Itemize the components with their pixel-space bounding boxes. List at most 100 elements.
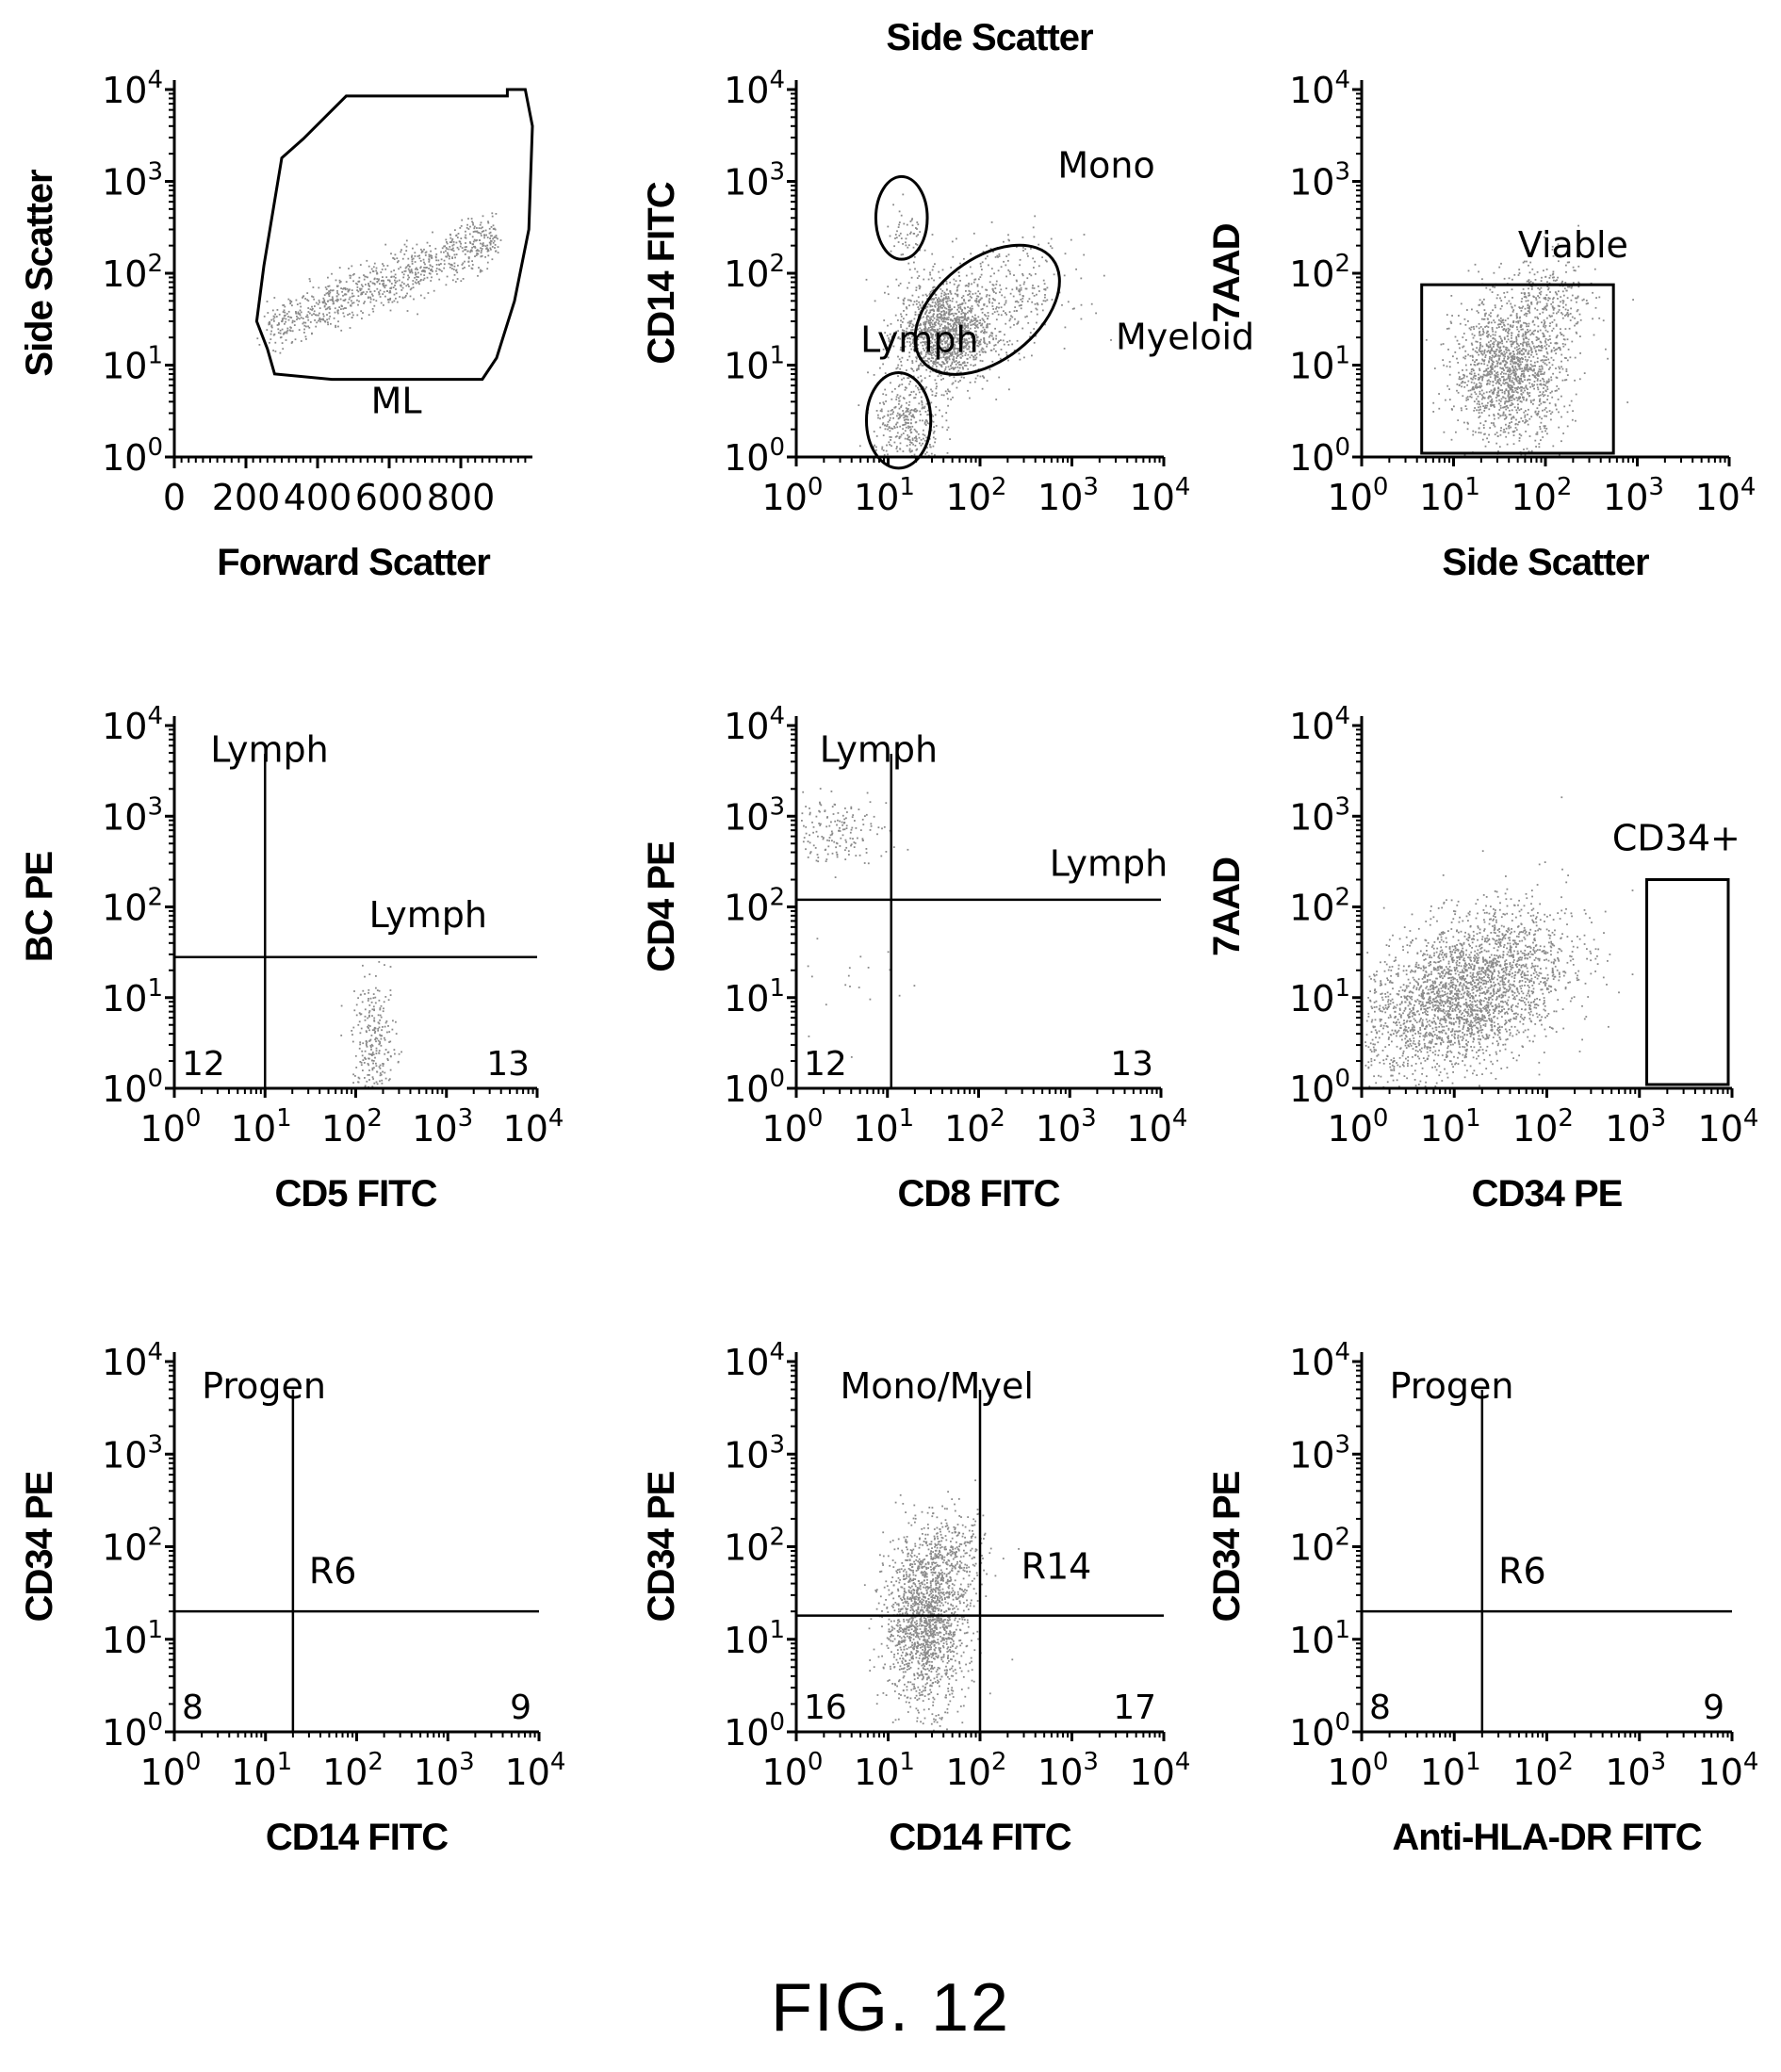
- event-dot: [950, 334, 953, 336]
- event-dot: [477, 253, 480, 255]
- event-dot: [271, 309, 274, 312]
- event-dot: [1004, 334, 1005, 336]
- event-dot: [946, 361, 948, 364]
- event-dot: [388, 279, 391, 282]
- event-dot: [937, 350, 940, 351]
- event-dot: [327, 276, 329, 279]
- event-dot: [336, 298, 338, 301]
- event-dot: [993, 311, 996, 314]
- event-dot: [1514, 376, 1517, 379]
- event-dot: [429, 272, 432, 275]
- event-dot: [1480, 384, 1483, 387]
- event-dot: [962, 312, 965, 314]
- event-dot: [969, 290, 972, 293]
- event-dot: [946, 360, 949, 363]
- event-dot: [892, 416, 894, 419]
- event-dot: [1528, 435, 1531, 437]
- event-dot: [1485, 286, 1488, 289]
- event-dot: [956, 286, 958, 289]
- event-dot: [1551, 321, 1554, 323]
- event-dot: [887, 324, 889, 327]
- event-dot: [1465, 375, 1468, 378]
- event-dot: [300, 305, 302, 308]
- event-dot: [1512, 367, 1515, 370]
- event-dot: [1465, 397, 1468, 400]
- event-dot: [931, 390, 934, 393]
- event-dot: [889, 435, 891, 438]
- event-dot: [283, 304, 286, 306]
- event-dot: [991, 305, 994, 307]
- event-dot: [451, 279, 454, 282]
- event-dot: [1090, 302, 1093, 305]
- event-dot: [1550, 302, 1553, 305]
- event-dot: [368, 286, 371, 287]
- x-tick-label: 0: [163, 477, 186, 518]
- event-dot: [334, 311, 336, 314]
- event-dot: [1532, 330, 1535, 333]
- event-dot: [1511, 417, 1512, 420]
- event-dot: [932, 436, 935, 439]
- event-dot: [1450, 438, 1453, 441]
- event-dot: [435, 268, 438, 269]
- event-dot: [1520, 292, 1523, 294]
- event-dot: [917, 386, 919, 389]
- event-dot: [941, 303, 944, 306]
- event-dot: [1523, 338, 1525, 341]
- event-dot: [971, 283, 972, 286]
- event-dot: [329, 307, 332, 310]
- event-dot: [296, 318, 298, 320]
- event-dot: [1467, 353, 1469, 356]
- event-dot: [369, 301, 372, 303]
- event-dot: [958, 337, 960, 340]
- event-dot: [931, 269, 934, 271]
- event-dot: [267, 312, 270, 314]
- event-dot: [1475, 393, 1478, 396]
- event-dot: [1479, 369, 1481, 371]
- event-dot: [922, 344, 924, 347]
- y-tick-label: 102: [1289, 250, 1350, 295]
- y-tick-label: 103: [1289, 158, 1350, 204]
- event-dot: [1480, 394, 1483, 397]
- event-dot: [968, 329, 970, 332]
- event-dot: [1492, 334, 1495, 336]
- event-dot: [1490, 315, 1492, 318]
- event-dot: [1471, 344, 1474, 346]
- event-dot: [989, 323, 991, 325]
- event-dot: [920, 334, 923, 336]
- event-dot: [1507, 331, 1509, 334]
- event-dot: [1499, 389, 1502, 391]
- event-dot: [1005, 322, 1007, 325]
- event-dot: [939, 300, 941, 302]
- event-dot: [1463, 421, 1465, 424]
- event-dot: [1520, 309, 1523, 312]
- event-dot: [953, 321, 956, 324]
- event-dot: [916, 343, 918, 346]
- event-dot: [403, 253, 406, 255]
- event-dot: [287, 310, 290, 313]
- event-dot: [1504, 431, 1507, 433]
- event-dot: [967, 389, 969, 392]
- event-dot: [1026, 315, 1028, 318]
- event-dot: [939, 327, 941, 330]
- event-dot: [923, 321, 925, 324]
- event-dot: [1481, 438, 1484, 441]
- event-dot: [290, 301, 293, 302]
- event-dot: [890, 427, 892, 430]
- event-dot: [1551, 411, 1554, 414]
- event-dot: [952, 342, 955, 345]
- event-dot: [908, 449, 911, 452]
- event-dot: [474, 245, 476, 248]
- event-dot: [926, 305, 929, 308]
- event-dot: [1497, 381, 1499, 383]
- event-dot: [1457, 362, 1460, 364]
- event-dot: [913, 301, 916, 303]
- event-dot: [995, 337, 997, 340]
- event-dot: [1560, 334, 1563, 335]
- event-dot: [936, 347, 939, 349]
- event-dot: [388, 280, 391, 283]
- event-dot: [1505, 423, 1507, 426]
- event-dot: [1540, 383, 1543, 386]
- event-dot: [925, 320, 928, 323]
- event-dot: [961, 317, 963, 319]
- event-dot: [1450, 322, 1453, 324]
